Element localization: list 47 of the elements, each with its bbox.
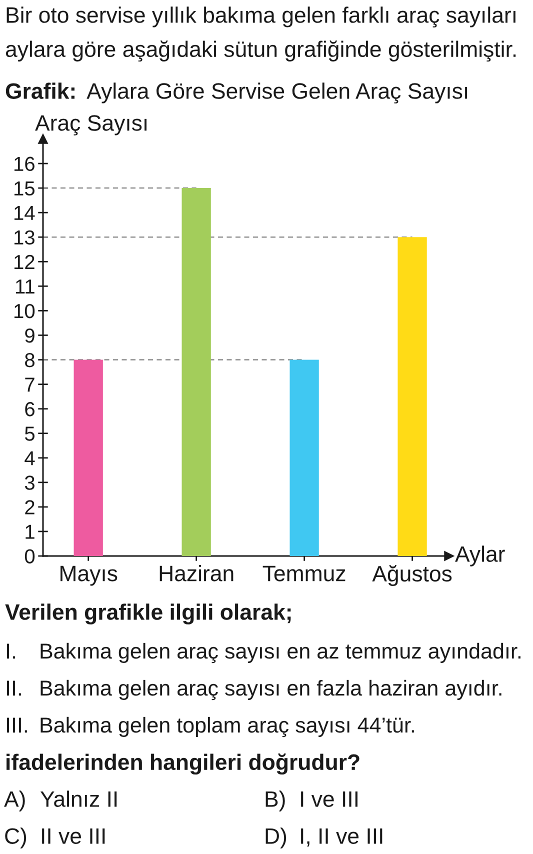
x-tick-label: Mayıs [60, 566, 118, 586]
text: I, II ve III [301, 828, 382, 847]
y-tick-label: 11 [16, 280, 34, 294]
text: II ve III [42, 828, 105, 844]
text: Bakıma gelen toplam araç sayısı 44’tür. [40, 716, 414, 738]
bar [290, 360, 319, 556]
y-tick-label: 3 [24, 476, 34, 490]
text: Verilen grafikle ilgili olarak; [5, 604, 291, 624]
y-tick-label: 10 [14, 304, 35, 318]
y-tick-label: 16 [14, 156, 34, 172]
y-tick-label: 8 [25, 353, 34, 368]
y-tick-label: 13 [14, 230, 34, 245]
text: II. [6, 680, 21, 696]
y-tick-label: 14 [14, 206, 35, 220]
text: ifadelerinden hangileri doğrudur? [6, 753, 360, 775]
x-tick-label: Ağustos [372, 565, 452, 586]
text: Bakıma gelen araç sayısı en fazla haziran ayıdır. [40, 680, 502, 700]
y-tick-label: 0 [24, 549, 35, 564]
bar [74, 360, 103, 556]
y-tick-label: 12 [14, 254, 34, 269]
x-axis-title: Aylar [455, 546, 505, 566]
bar [398, 237, 427, 556]
chart-subtitle: Aylara Göre Servise Gelen Araç Sayısı [86, 82, 468, 104]
y-tick-label: 6 [25, 402, 34, 416]
bar [182, 188, 211, 556]
text: aylara göre aşağıdaki sütun grafiğinde gösterilmiştir. [6, 40, 516, 62]
text: C) [5, 828, 26, 848]
y-tick-label: 15 [14, 182, 35, 196]
text: I. [6, 644, 15, 659]
text: A) [4, 790, 25, 812]
y-tick-label: 9 [25, 328, 34, 343]
text: B) [266, 790, 285, 812]
chart-title: Grafik: [6, 82, 74, 99]
text: Yalnız II [40, 790, 117, 807]
x-tick-label: Temmuz [262, 566, 346, 582]
text: Bir oto servise yıllık bakıma gelen farklı araç sayıları [6, 6, 516, 28]
y-tick-label: 2 [25, 500, 34, 514]
y-tick-label: 5 [24, 426, 35, 441]
y-tick-label: 4 [24, 451, 35, 466]
y-axis-title: Araç Sayısı [35, 115, 147, 136]
text: I ve III [301, 791, 358, 807]
text: D) [266, 828, 286, 848]
text: III. [6, 718, 27, 733]
x-tick-label: Haziran [160, 565, 234, 582]
text: Bakıma gelen araç sayısı en az temmuz ayındadır. [40, 642, 520, 664]
y-tick-label: 1 [26, 524, 34, 539]
y-tick-label: 7 [25, 378, 34, 392]
